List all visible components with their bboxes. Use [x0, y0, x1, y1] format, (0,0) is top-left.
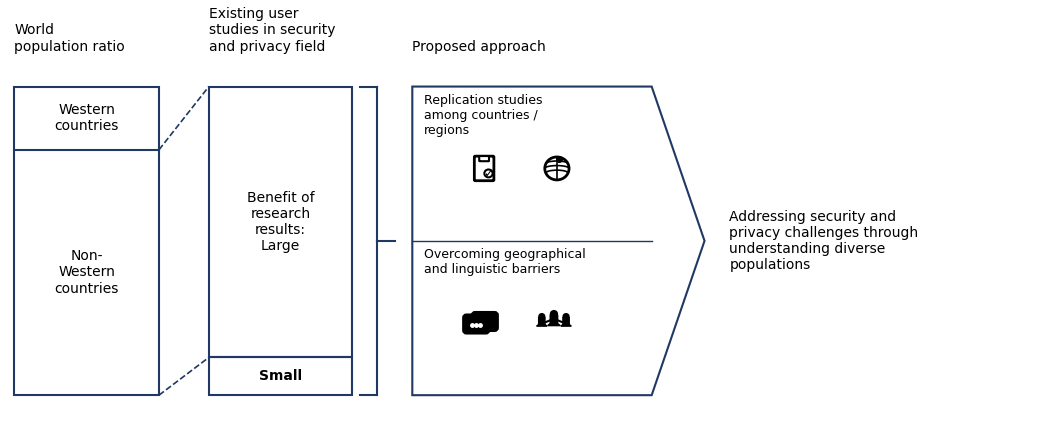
Circle shape: [563, 314, 569, 319]
FancyBboxPatch shape: [464, 315, 489, 333]
Text: Proposed approach: Proposed approach: [412, 39, 546, 54]
Text: World
population ratio: World population ratio: [15, 23, 125, 54]
Text: Existing user
studies in security
and privacy field: Existing user studies in security and pr…: [209, 7, 336, 54]
Circle shape: [539, 314, 545, 319]
FancyBboxPatch shape: [562, 316, 570, 325]
Text: Non-
Western
countries: Non- Western countries: [55, 249, 119, 296]
Text: Western
countries: Western countries: [55, 103, 119, 133]
Bar: [15, 87, 159, 395]
Polygon shape: [536, 322, 547, 326]
Text: Overcoming geographical
and linguistic barriers: Overcoming geographical and linguistic b…: [425, 248, 586, 276]
Text: Benefit of
research
results:
Large: Benefit of research results: Large: [247, 191, 315, 253]
FancyBboxPatch shape: [538, 316, 546, 325]
Circle shape: [485, 170, 493, 177]
Circle shape: [550, 310, 558, 317]
Circle shape: [545, 157, 569, 180]
FancyBboxPatch shape: [474, 156, 494, 181]
Polygon shape: [548, 321, 561, 326]
Text: Replication studies
among countries /
regions: Replication studies among countries / re…: [425, 94, 543, 137]
Text: ✓: ✓: [484, 167, 494, 180]
FancyBboxPatch shape: [549, 314, 559, 324]
Text: Addressing security and
privacy challenges through
understanding diverse
populat: Addressing security and privacy challeng…: [730, 209, 919, 272]
Bar: [209, 357, 353, 395]
FancyBboxPatch shape: [472, 312, 497, 331]
Text: Small: Small: [259, 369, 302, 383]
Bar: [209, 87, 353, 357]
FancyBboxPatch shape: [479, 156, 489, 161]
Polygon shape: [561, 322, 571, 326]
